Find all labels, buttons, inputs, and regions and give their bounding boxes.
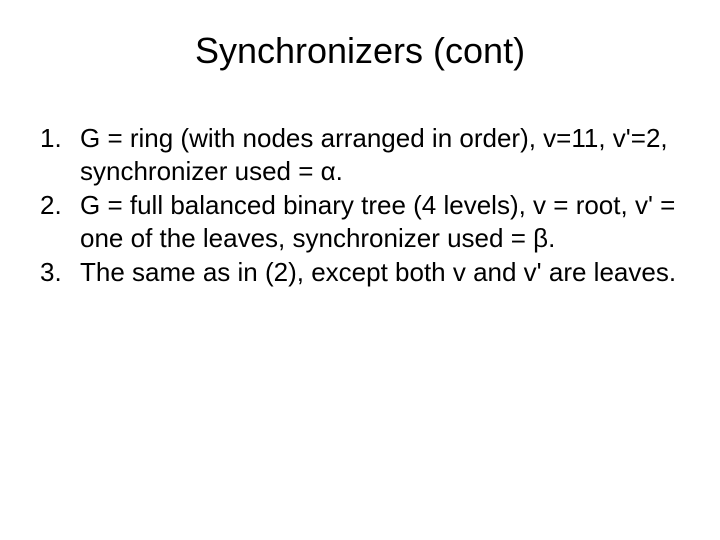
item-number: 3. — [40, 256, 80, 289]
slide-body: 1. G = ring (with nodes arranged in orde… — [40, 122, 680, 289]
item-number: 2. — [40, 189, 80, 254]
slide: Synchronizers (cont) 1. G = ring (with n… — [0, 0, 720, 540]
item-text: The same as in (2), except both v and v'… — [80, 256, 680, 289]
item-number: 1. — [40, 122, 80, 187]
slide-title: Synchronizers (cont) — [40, 30, 680, 72]
item-text: G = full balanced binary tree (4 levels)… — [80, 189, 680, 254]
list-item: 1. G = ring (with nodes arranged in orde… — [40, 122, 680, 187]
list-item: 3. The same as in (2), except both v and… — [40, 256, 680, 289]
list-item: 2. G = full balanced binary tree (4 leve… — [40, 189, 680, 254]
item-text: G = ring (with nodes arranged in order),… — [80, 122, 680, 187]
